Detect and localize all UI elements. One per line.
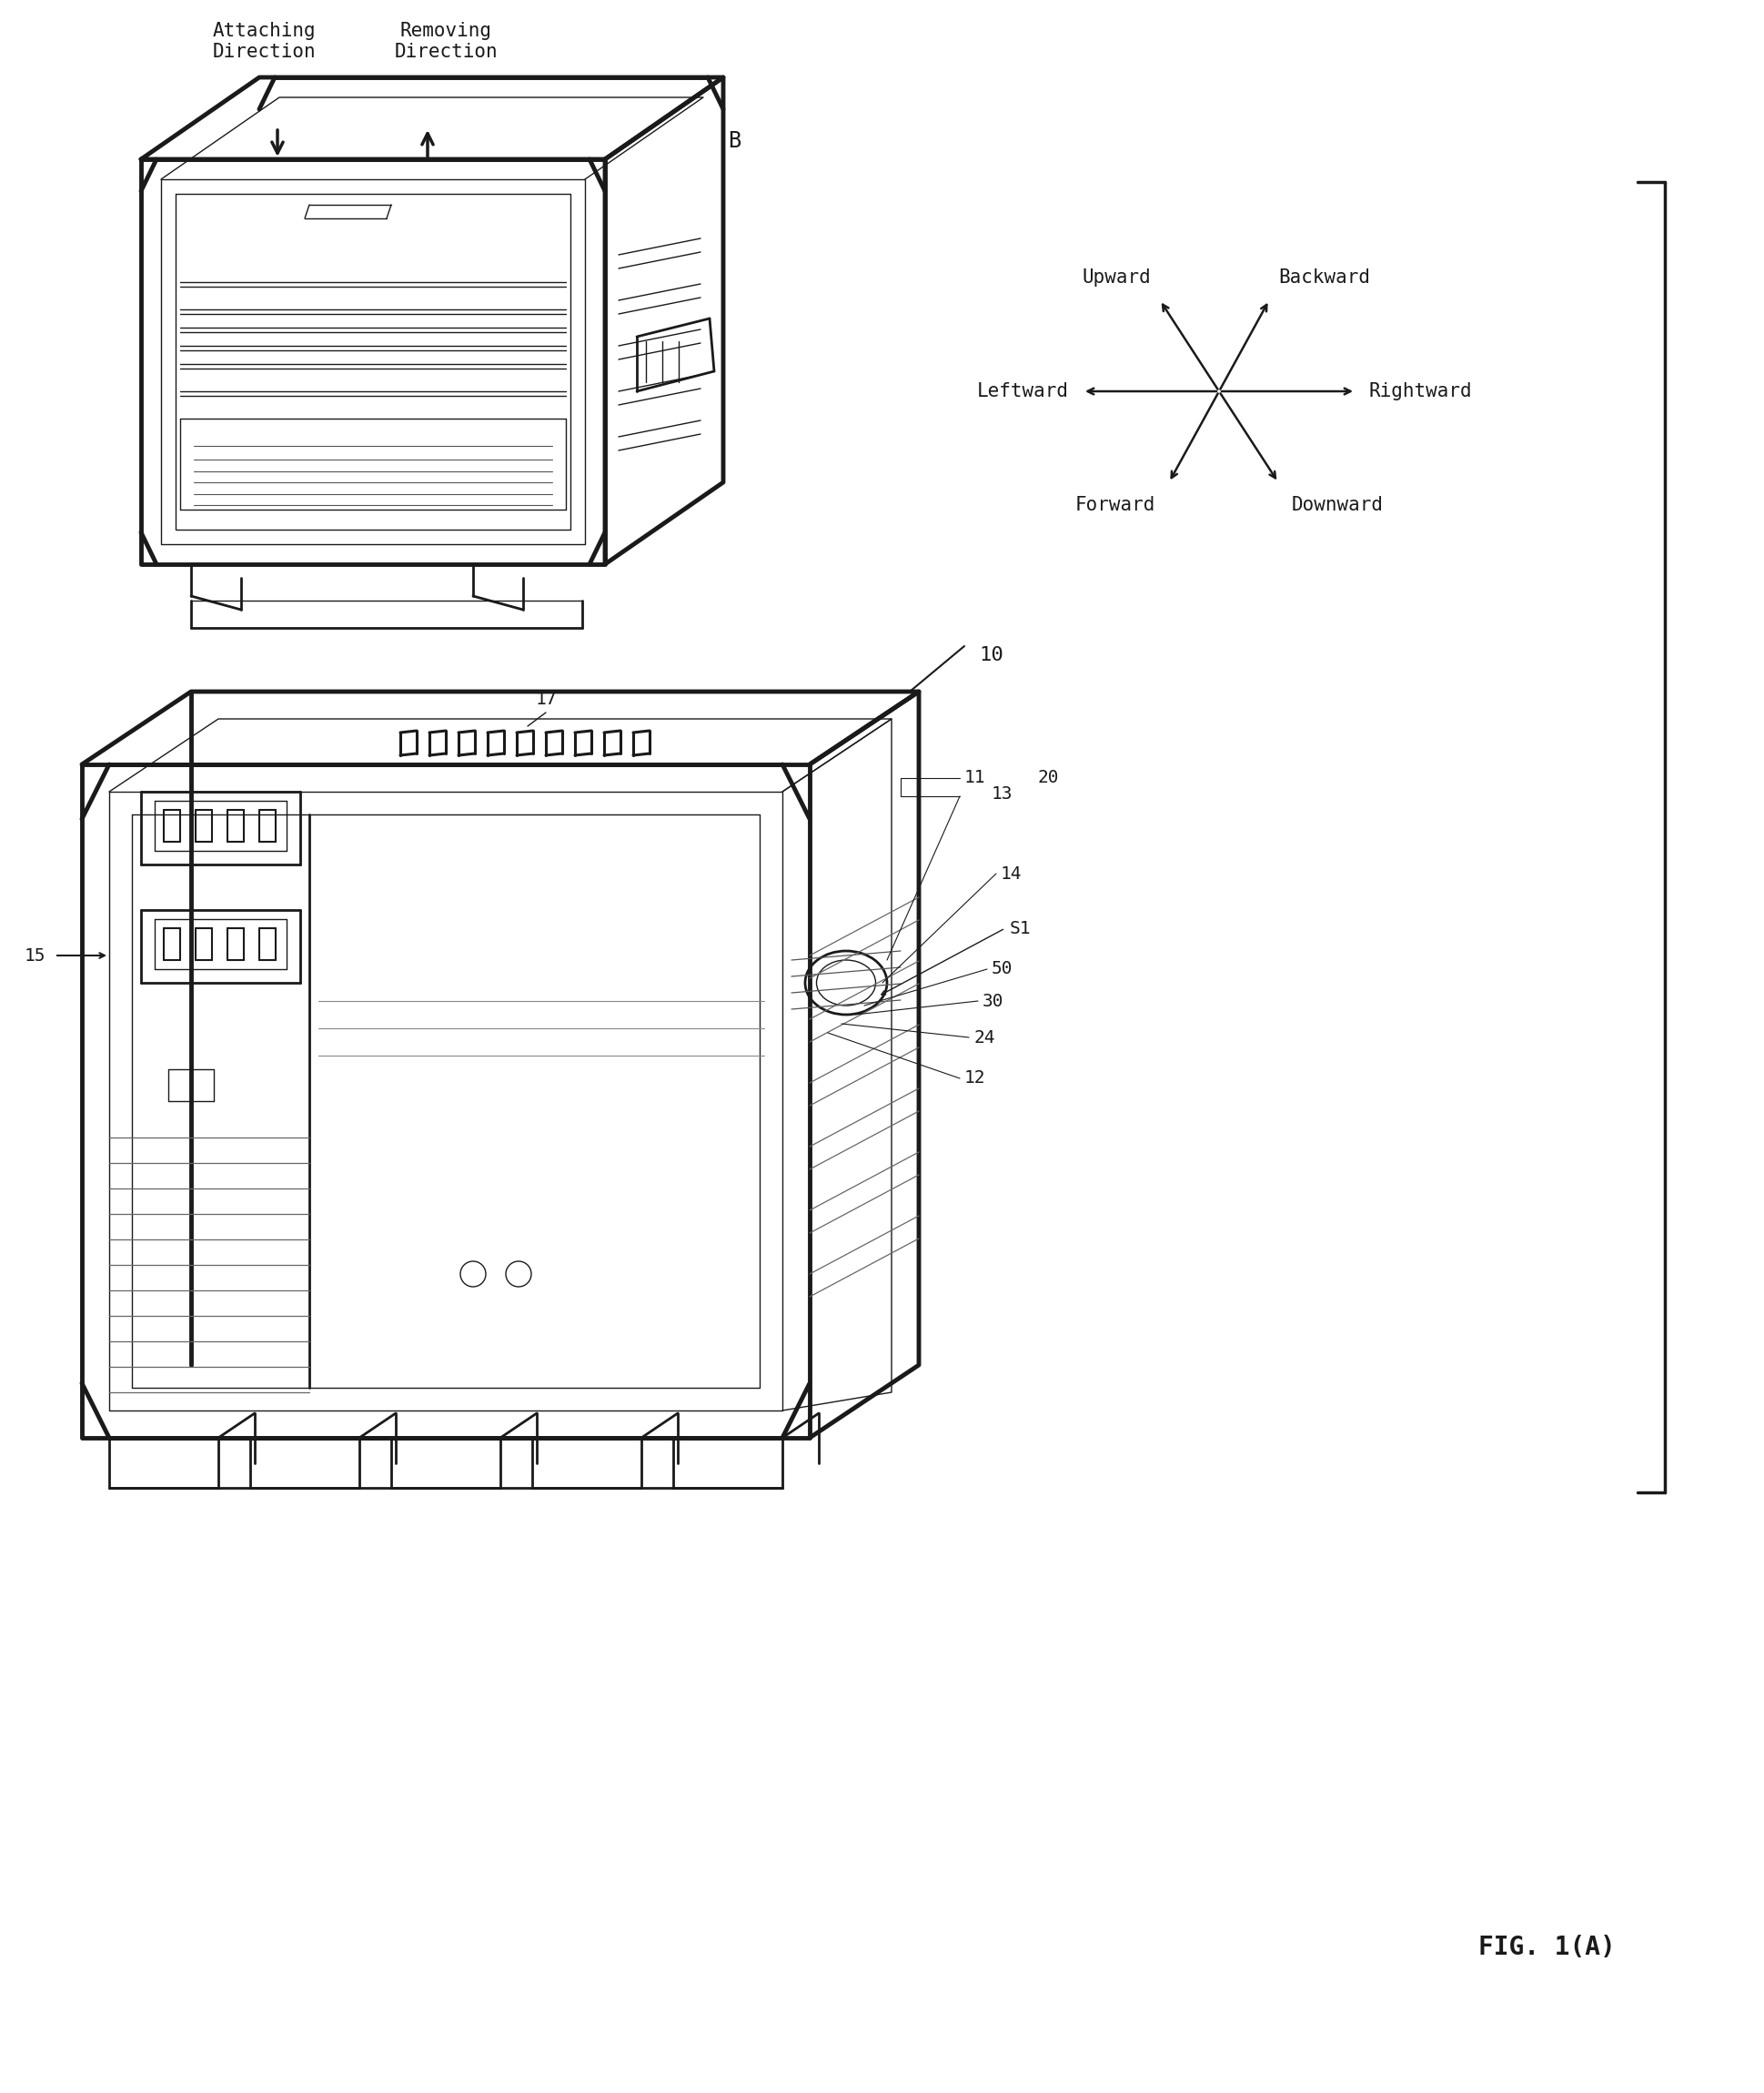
Text: Rightward: Rightward — [1369, 383, 1473, 400]
Text: Downward: Downward — [1291, 496, 1383, 515]
Text: S1: S1 — [1009, 919, 1032, 938]
Text: Backward: Backward — [1279, 268, 1371, 287]
Text: FIG. 1(A): FIG. 1(A) — [1478, 1934, 1616, 1961]
Text: B: B — [729, 130, 741, 153]
Text: Upward: Upward — [1081, 268, 1150, 287]
Text: Removing
Direction: Removing Direction — [393, 21, 497, 61]
Text: Attaching
Direction: Attaching Direction — [212, 21, 316, 61]
Text: 15: 15 — [25, 946, 46, 965]
Text: 50: 50 — [991, 961, 1013, 977]
Text: Leftward: Leftward — [977, 383, 1069, 400]
Text: 10: 10 — [979, 647, 1004, 663]
Text: Forward: Forward — [1074, 496, 1155, 515]
Text: 13: 13 — [991, 785, 1013, 804]
Text: 12: 12 — [965, 1070, 986, 1086]
Text: 30: 30 — [983, 992, 1004, 1009]
Text: 20: 20 — [1037, 770, 1058, 787]
Text: 14: 14 — [1000, 864, 1021, 883]
Text: 11: 11 — [965, 770, 986, 787]
Text: 24: 24 — [974, 1030, 995, 1046]
Text: 17: 17 — [534, 691, 556, 707]
